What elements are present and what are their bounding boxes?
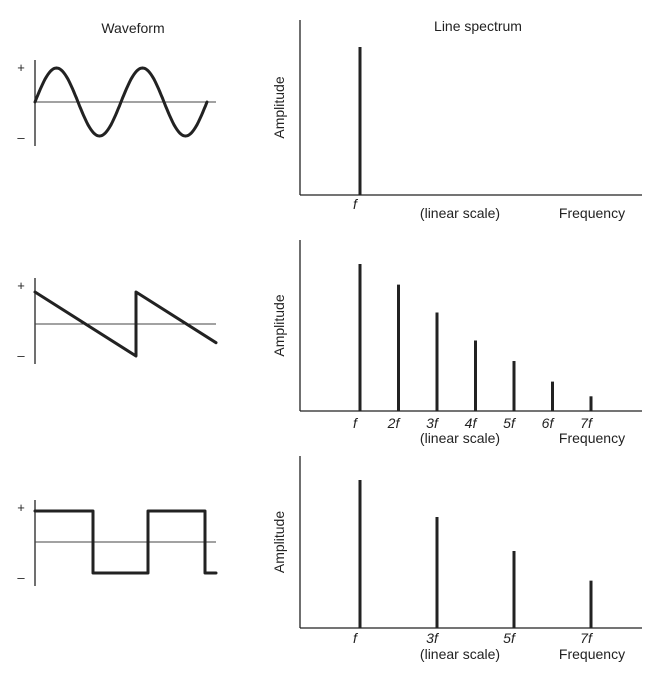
harmonic-tick-f: f (353, 415, 359, 431)
square-waveform-panel: +– (17, 500, 218, 586)
harmonic-tick-2f: 2f (387, 415, 402, 431)
harmonic-tick-6f: 6f (542, 415, 556, 431)
frequency-axis-label: Frequency (559, 205, 625, 221)
harmonic-tick-7f: 7f (580, 415, 594, 431)
sine-waveform-panel: +– (17, 60, 216, 146)
harmonic-tick-7f: 7f (580, 630, 594, 646)
scale-label: (linear scale) (420, 205, 500, 221)
scale-label: (linear scale) (420, 430, 500, 446)
amplitude-axis-label: Amplitude (271, 294, 287, 356)
line-spectrum-panel: Amplitude f 2f 3f 4f 5f 6f 7f (linear scale) Freq… (271, 240, 642, 446)
frequency-axis-label: Frequency (559, 646, 625, 662)
harmonic-tick-f: f (353, 196, 359, 212)
plus-sign: + (17, 60, 25, 75)
line-spectrum-panel: Amplitude f 3f 5f 7f (linear scale) Frequency (271, 456, 642, 662)
minus-sign: – (17, 570, 25, 585)
harmonic-tick-3f: 3f (426, 630, 440, 646)
line-spectrum-header: Line spectrum (434, 18, 522, 34)
sawtooth-wave-curve (33, 290, 218, 358)
sawtooth-waveform-panel: +– (17, 278, 218, 364)
amplitude-axis-label: Amplitude (271, 511, 287, 573)
harmonic-tick-f: f (353, 630, 359, 646)
frequency-axis-label: Frequency (559, 430, 625, 446)
amplitude-axis-label: Amplitude (271, 76, 287, 138)
line-spectrum-panel: Amplitude f (linear scale) Frequency (271, 20, 642, 221)
square-wave-curve (33, 509, 218, 575)
harmonic-tick-5f: 5f (503, 630, 517, 646)
minus-sign: – (17, 348, 25, 363)
sine-wave-curve (33, 66, 209, 138)
harmonic-tick-4f: 4f (465, 415, 479, 431)
plus-sign: + (17, 500, 25, 515)
scale-label: (linear scale) (420, 646, 500, 662)
plus-sign: + (17, 278, 25, 293)
waveform-header: Waveform (101, 20, 164, 36)
minus-sign: – (17, 130, 25, 145)
harmonic-tick-5f: 5f (503, 415, 517, 431)
harmonic-tick-3f: 3f (426, 415, 440, 431)
